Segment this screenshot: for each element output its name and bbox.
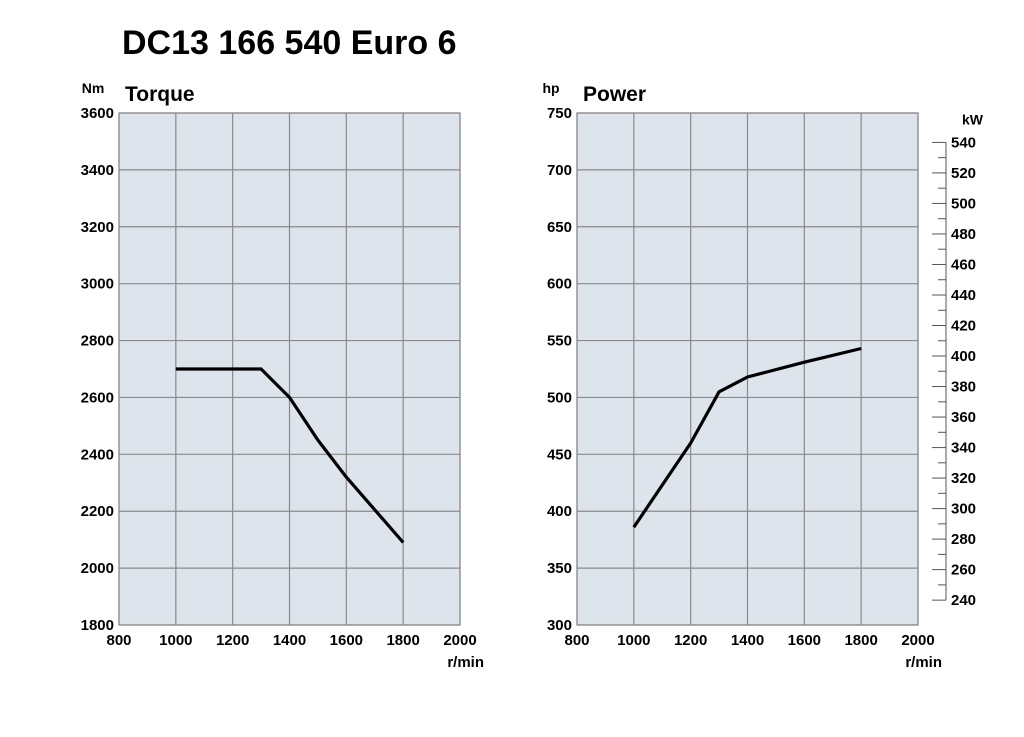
chart-title: Power (583, 83, 646, 106)
x-tick-label: 2000 (901, 632, 934, 649)
y-tick-label: 3200 (81, 219, 114, 236)
kw-tick-label: 340 (951, 440, 976, 457)
y-tick-label: 300 (547, 617, 572, 634)
x-tick-label: 800 (564, 632, 589, 649)
x-axis-label: r/min (447, 654, 484, 671)
x-axis-label: r/min (905, 654, 942, 671)
kw-tick-label: 380 (951, 379, 976, 396)
y-tick-label: 1800 (81, 617, 114, 634)
y-tick-label: 550 (547, 333, 572, 350)
y-axis-label: Nm (82, 80, 105, 96)
series-line (175, 367, 405, 544)
kw-tick-label: 360 (951, 409, 976, 426)
kw-tick-label: 520 (951, 165, 976, 182)
x-tick-label: 1200 (216, 632, 249, 649)
y-tick-label: 2000 (81, 560, 114, 577)
x-tick-label: 1400 (273, 632, 306, 649)
y-axis-label: hp (542, 80, 559, 96)
y-tick-label: 500 (547, 389, 572, 406)
y-tick-label: 3400 (81, 162, 114, 179)
x-tick-label: 1600 (330, 632, 363, 649)
x-tick-label: 1000 (617, 632, 650, 649)
y-tick-label: 2200 (81, 503, 114, 520)
y-tick-label: 750 (547, 105, 572, 122)
kw-tick-label: 260 (951, 562, 976, 579)
kw-tick-label: 240 (951, 592, 976, 609)
kw-tick-label: 460 (951, 256, 976, 273)
kw-tick-label: 440 (951, 287, 976, 304)
y-tick-label: 2400 (81, 446, 114, 463)
x-tick-label: 1800 (844, 632, 877, 649)
x-tick-label: 2000 (443, 632, 476, 649)
y-tick-label: 400 (547, 503, 572, 520)
y-tick-label: 600 (547, 276, 572, 293)
kw-tick-label: 280 (951, 531, 976, 548)
kw-tick-label: 300 (951, 501, 976, 518)
x-tick-label: 1400 (731, 632, 764, 649)
page-title: DC13 166 540 Euro 6 (122, 24, 457, 62)
chart-title: Torque (125, 83, 195, 106)
kw-tick-label: 500 (951, 195, 976, 212)
y-tick-label: 350 (547, 560, 572, 577)
series-line (632, 346, 862, 529)
y-tick-label: 2800 (81, 333, 114, 350)
kw-tick-label: 400 (951, 348, 976, 365)
x-tick-label: 1200 (674, 632, 707, 649)
y-tick-label: 3000 (81, 276, 114, 293)
x-tick-label: 800 (106, 632, 131, 649)
x-tick-label: 1600 (788, 632, 821, 649)
x-tick-label: 1000 (159, 632, 192, 649)
y-tick-label: 450 (547, 446, 572, 463)
y2-axis-label: kW (962, 111, 984, 127)
kw-tick-label: 320 (951, 470, 976, 487)
x-tick-label: 1800 (386, 632, 419, 649)
kw-tick-label: 540 (951, 134, 976, 151)
torque-chart: 1800 2000 2200 2400 2600 2800 3000 3200 3400 3600… (81, 80, 484, 671)
y-tick-label: 3600 (81, 105, 114, 122)
y-tick-label: 650 (547, 219, 572, 236)
power-chart: 300 350 400 450 500 550 600 650 700 750 800 1000 120… (542, 80, 983, 671)
kw-tick-label: 480 (951, 226, 976, 243)
y-tick-label: 700 (547, 162, 572, 179)
kw-tick-label: 420 (951, 318, 976, 335)
y-tick-label: 2600 (81, 389, 114, 406)
